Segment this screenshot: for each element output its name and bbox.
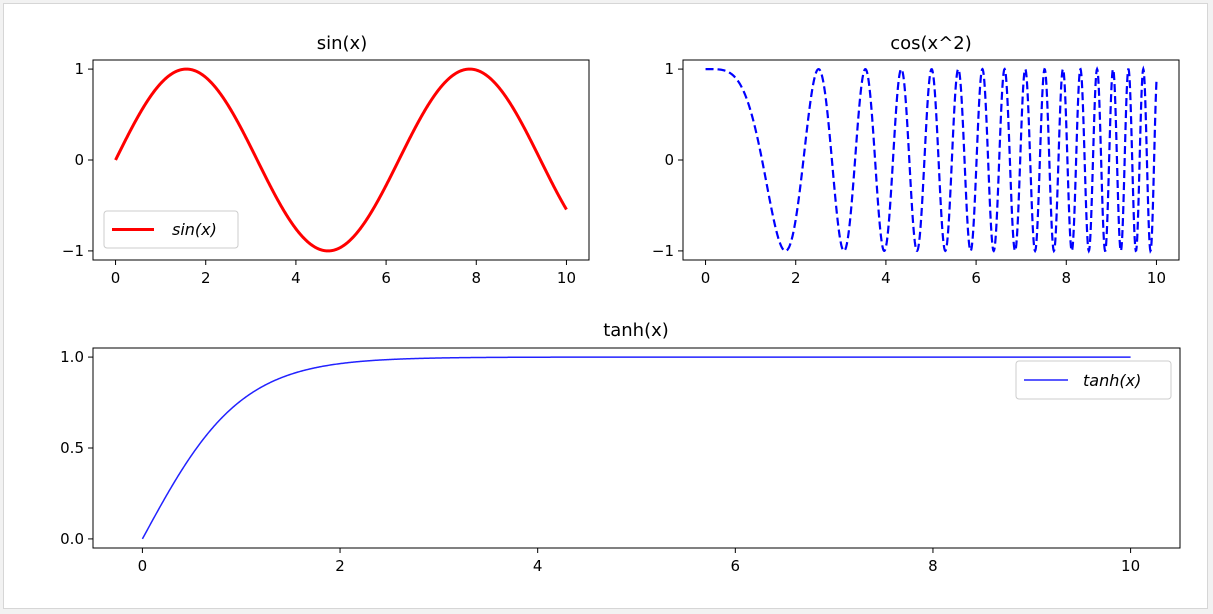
y-tick-label: 1.0 xyxy=(60,348,84,366)
subplot-cos: cos(x^2) 0 2 4 6 8 10 −1 0 1 xyxy=(652,33,1180,287)
y-tick-label: −1 xyxy=(62,242,84,260)
x-tick-label: 6 xyxy=(731,557,741,575)
y-tick-label: 0.0 xyxy=(60,530,84,548)
x-tick-label: 4 xyxy=(881,269,891,287)
x-tick-label: 6 xyxy=(971,269,981,287)
watermark: https://blog.csdn.net/weixin_42216171 xyxy=(952,594,1206,609)
y-tick-label: 1 xyxy=(664,60,674,78)
y-tick-label: 0 xyxy=(74,151,84,169)
subplot-tanh-title: tanh(x) xyxy=(603,320,669,341)
subplot-sin: sin(x) 0 2 4 6 8 10 −1 0 1 sin(x) xyxy=(62,33,590,287)
subplot-sin-title: sin(x) xyxy=(317,33,367,54)
legend-label: tanh(x) xyxy=(1083,371,1141,390)
legend-box xyxy=(103,210,239,249)
subplot-tanh-legend: tanh(x) xyxy=(1015,360,1172,400)
subplot-cos-axes-frame xyxy=(682,59,1180,261)
x-tick-label: 2 xyxy=(335,557,345,575)
x-tick-label: 8 xyxy=(471,269,481,287)
sin-series-line xyxy=(114,67,568,253)
x-tick-label: 0 xyxy=(138,557,148,575)
y-tick-label: 1 xyxy=(74,60,84,78)
x-tick-label: 0 xyxy=(111,269,121,287)
subplot-tanh: tanh(x) 0 2 4 6 8 10 0.0 0.5 1.0 tanh(x) xyxy=(60,320,1181,575)
x-tick-label: 8 xyxy=(928,557,938,575)
cos-series-line xyxy=(705,65,1158,254)
x-tick-label: 10 xyxy=(1121,557,1140,575)
y-tick-label: 0 xyxy=(664,151,674,169)
subplot-tanh-ticks: 0 2 4 6 8 10 0.0 0.5 1.0 xyxy=(60,348,1140,575)
x-tick-label: 2 xyxy=(201,269,211,287)
x-tick-label: 6 xyxy=(381,269,391,287)
y-tick-label: −1 xyxy=(652,242,674,260)
tanh-series-line xyxy=(141,356,1131,540)
x-tick-label: 4 xyxy=(533,557,543,575)
x-tick-label: 10 xyxy=(557,269,576,287)
subplot-sin-legend: sin(x) xyxy=(103,210,239,249)
x-tick-label: 0 xyxy=(701,269,711,287)
y-tick-label: 0.5 xyxy=(60,439,84,457)
legend-label: sin(x) xyxy=(172,220,217,239)
x-tick-label: 10 xyxy=(1147,269,1166,287)
subplot-cos-ticks: 0 2 4 6 8 10 −1 0 1 xyxy=(652,60,1166,287)
x-tick-label: 8 xyxy=(1061,269,1071,287)
legend-box xyxy=(1015,360,1172,400)
subplot-sin-ticks: 0 2 4 6 8 10 −1 0 1 xyxy=(62,60,576,287)
x-tick-label: 2 xyxy=(791,269,801,287)
subplot-cos-title: cos(x^2) xyxy=(890,33,972,54)
x-tick-label: 4 xyxy=(291,269,301,287)
